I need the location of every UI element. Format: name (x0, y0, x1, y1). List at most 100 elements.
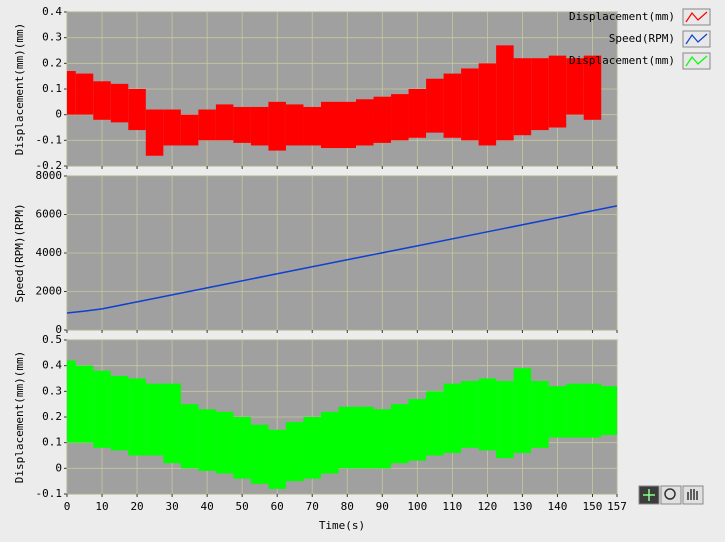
y-tick-label: 0 (55, 461, 62, 474)
band-segment (320, 411, 339, 474)
legend-label: Displacement(mm) (569, 10, 675, 23)
x-tick-label: 100 (407, 500, 427, 513)
x-tick-label: 50 (236, 500, 249, 513)
band-segment (583, 55, 602, 120)
y-tick-label: 0.4 (42, 359, 62, 372)
band-segment (338, 101, 357, 149)
band-segment (496, 45, 514, 141)
band-segment (110, 375, 129, 451)
x-tick-label: 90 (376, 500, 389, 513)
x-tick-label: 140 (548, 500, 568, 513)
y-tick-label: 0.1 (42, 82, 62, 95)
legend-line (685, 33, 708, 45)
x-tick-label: 70 (306, 500, 319, 513)
x-tick-label: 10 (95, 500, 108, 513)
band-segment (75, 365, 94, 443)
y-tick-label: 8000 (36, 169, 63, 182)
band-segment (496, 381, 514, 459)
y-tick-label: 0.2 (42, 410, 62, 423)
y-tick-label: 0.1 (42, 436, 62, 449)
band-segment (215, 104, 234, 141)
y-tick-label: 0.3 (42, 384, 62, 397)
band-segment (163, 109, 181, 146)
band-segment (250, 424, 269, 484)
band-segment (268, 101, 286, 151)
y-axis-label: Speed(RPM)(RPM) (13, 203, 26, 302)
band-segment (128, 378, 146, 456)
band-segment (583, 383, 602, 438)
band-segment (478, 63, 497, 146)
y-tick-label: 0.2 (42, 56, 62, 69)
band-segment (233, 106, 251, 143)
y-tick-label: 0.5 (42, 333, 62, 346)
band-segment (373, 96, 392, 143)
band-segment (338, 406, 357, 469)
band-segment (145, 383, 164, 456)
y-tick-label: -0.1 (36, 487, 63, 500)
plot-marks (67, 360, 617, 489)
band-segment (548, 55, 567, 128)
band-segment (93, 81, 111, 120)
band-segment (320, 101, 339, 149)
band-segment (303, 417, 321, 479)
x-tick-label: 150 (583, 500, 603, 513)
band-segment (303, 106, 321, 146)
legend-swatch (682, 8, 711, 26)
band-segment (548, 386, 567, 438)
pan-tool[interactable] (682, 485, 704, 505)
legend-swatch (682, 52, 711, 70)
zoom-icon (664, 488, 676, 500)
band-segment (75, 73, 94, 115)
y-tick-label: 6000 (36, 208, 63, 221)
band-segment (426, 391, 444, 456)
x-tick-label: 157 (607, 500, 627, 513)
band-segment (566, 383, 584, 438)
band-segment (128, 89, 146, 131)
legend-label: Displacement(mm) (569, 54, 675, 67)
y-tick-label: 2000 (36, 285, 63, 298)
band-segment (391, 94, 409, 141)
band-segment (285, 422, 304, 482)
band-segment (408, 399, 427, 461)
band-segment (93, 370, 111, 448)
band-segment (426, 78, 444, 133)
band-segment (250, 106, 269, 146)
y-tick-label: -0.2 (36, 159, 63, 172)
band-segment (67, 360, 76, 443)
cursor-icon (643, 489, 655, 501)
band-segment (461, 381, 479, 448)
y-axis-label: Displacement(mm)(mm) (13, 351, 26, 483)
band-segment (285, 104, 304, 146)
legend-line (685, 11, 708, 23)
band-segment (391, 404, 409, 464)
y-tick-label: 0.3 (42, 31, 62, 44)
x-tick-label: 110 (442, 500, 462, 513)
plot-marks (67, 45, 602, 156)
band-segment (145, 109, 164, 156)
x-tick-label: 40 (201, 500, 214, 513)
band-segment (233, 417, 251, 479)
plot-marks (67, 205, 617, 314)
band-segment (566, 58, 584, 115)
band-segment (531, 381, 549, 448)
band-segment (373, 409, 392, 469)
legend-line (685, 55, 708, 67)
legend-swatch (682, 30, 711, 48)
band-segment (215, 411, 234, 474)
band-segment (478, 378, 497, 451)
x-tick-label: 130 (512, 500, 532, 513)
band-segment (198, 109, 216, 141)
band-segment (356, 99, 374, 146)
band-segment (531, 58, 549, 131)
legend-label: Speed(RPM) (609, 32, 675, 45)
band-segment (513, 58, 532, 136)
y-tick-label: 4000 (36, 246, 63, 259)
band-segment (268, 429, 286, 489)
band-segment (461, 68, 479, 141)
x-tick-label: 60 (271, 500, 284, 513)
x-tick-label: 30 (165, 500, 178, 513)
y-tick-label: 0 (55, 323, 62, 336)
y-tick-label: 0.4 (42, 5, 62, 18)
